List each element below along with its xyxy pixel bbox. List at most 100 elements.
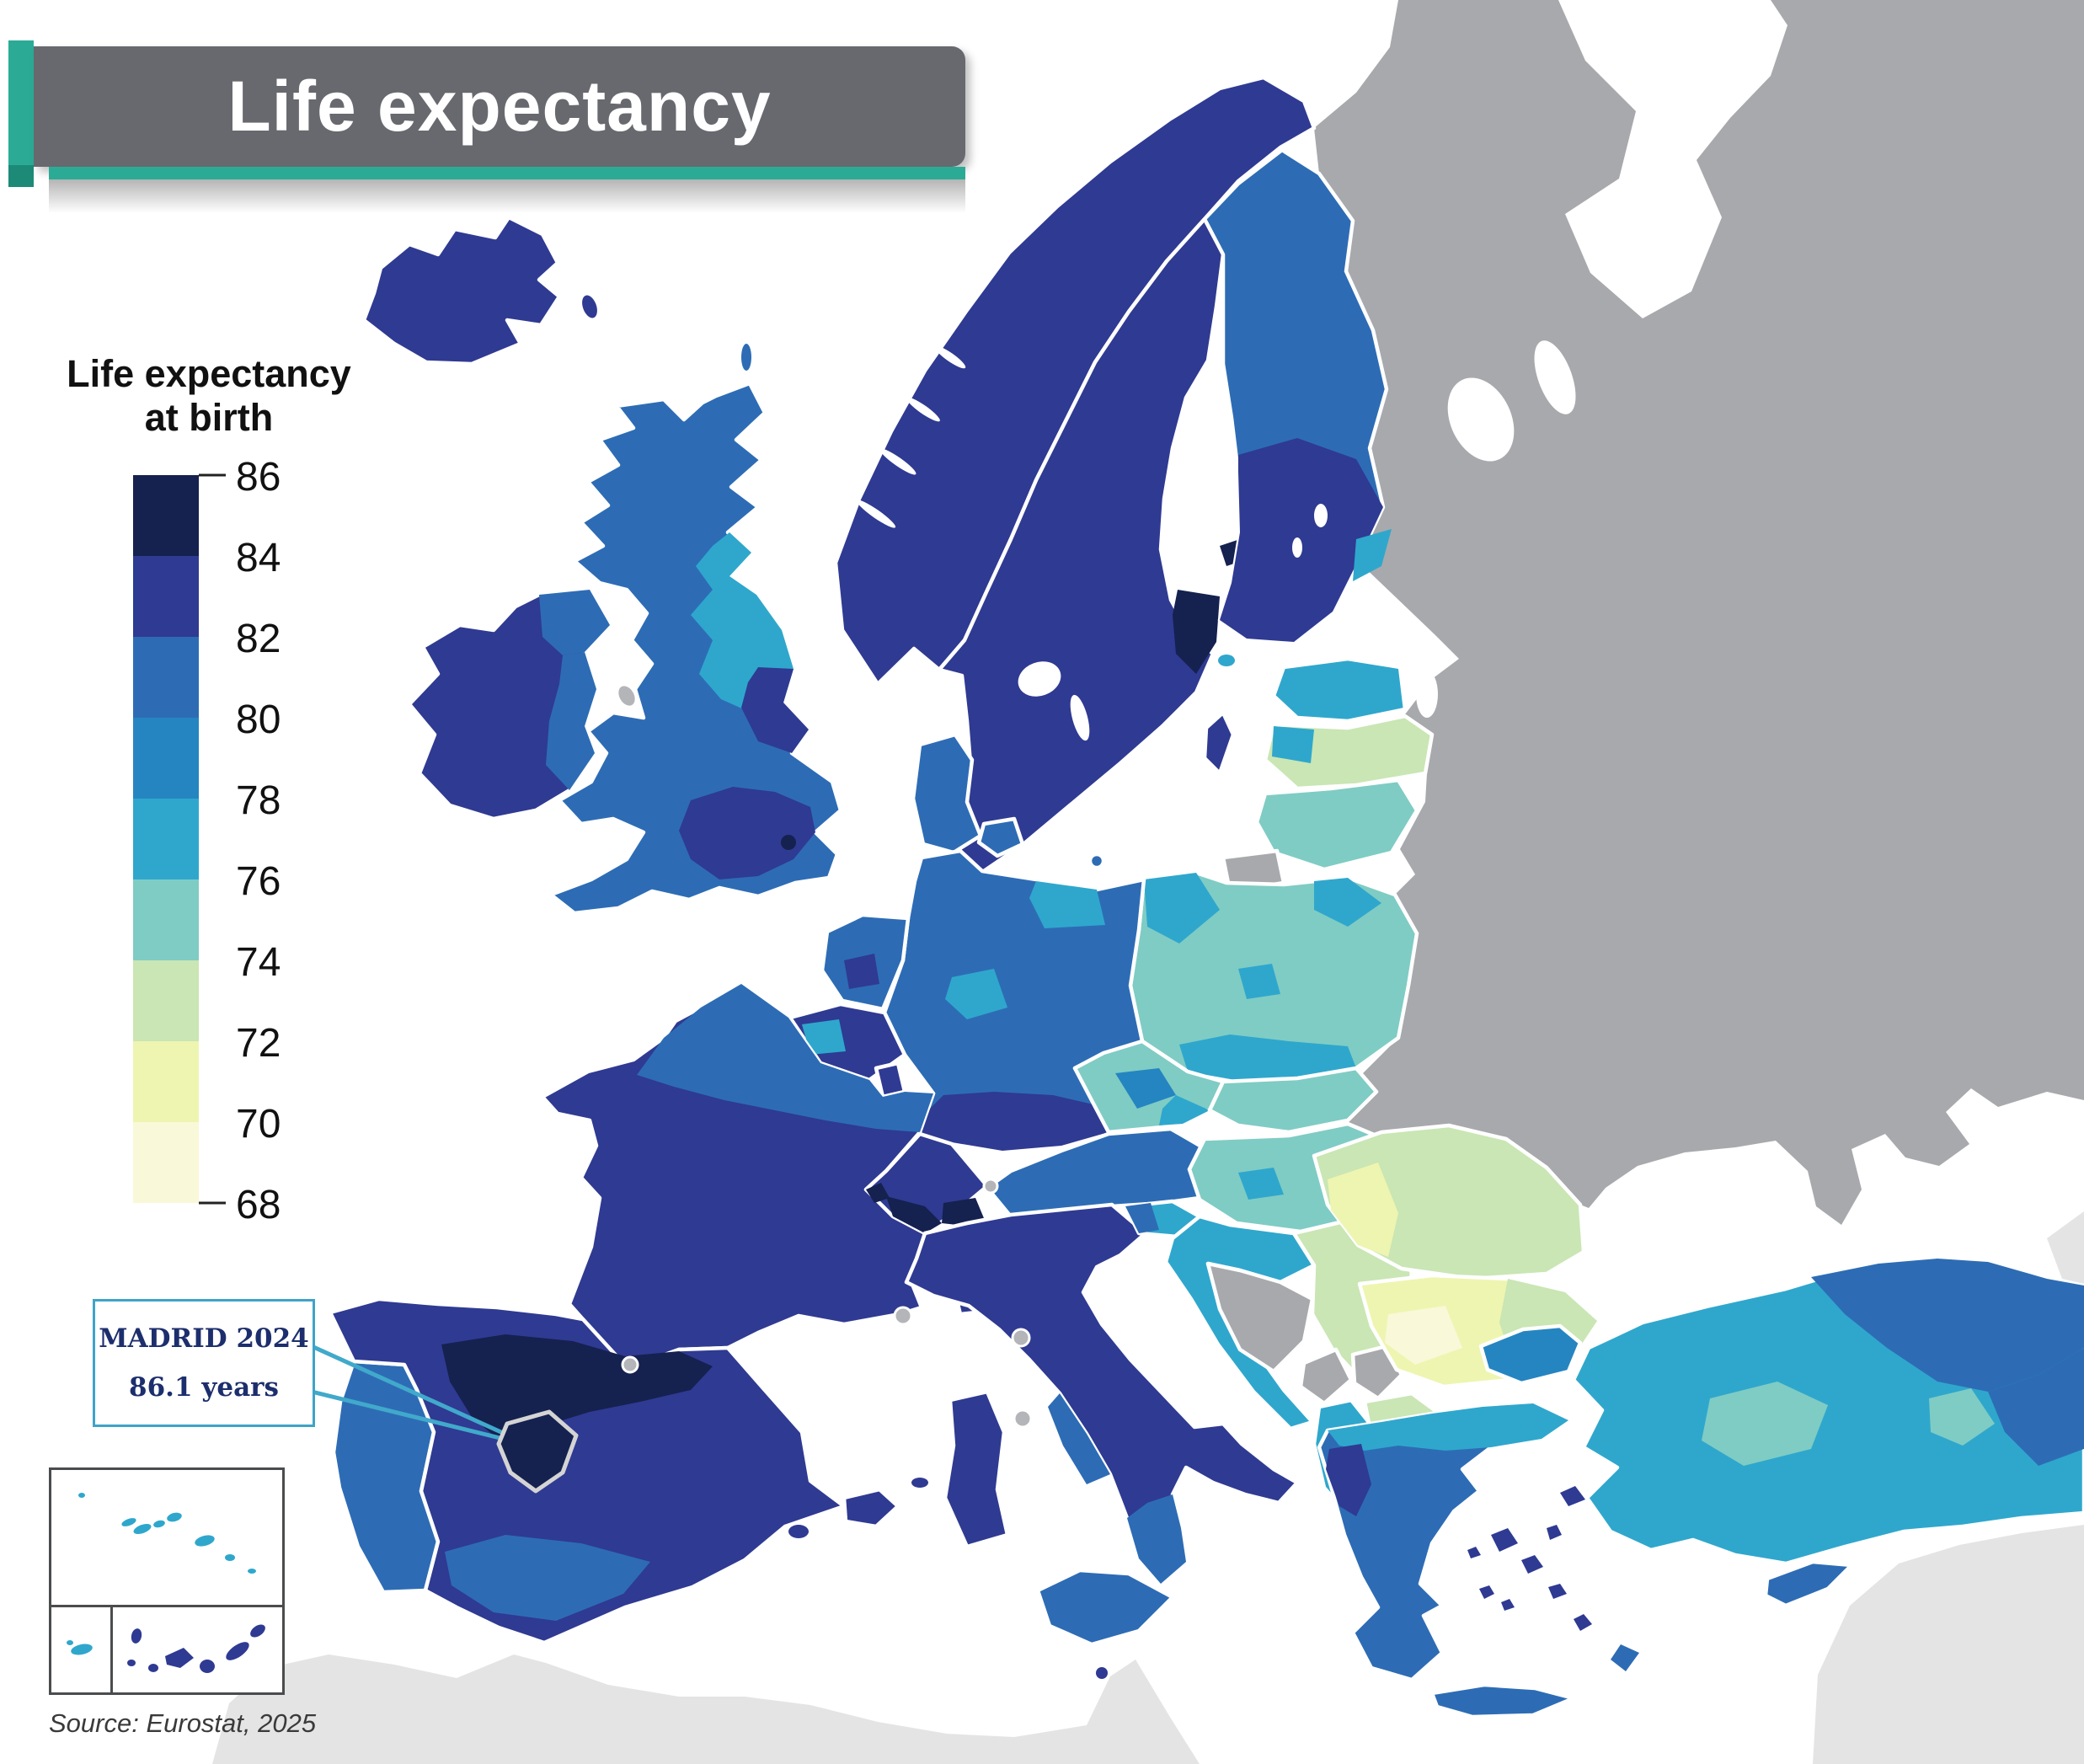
- region-bosnia: [1205, 1261, 1315, 1374]
- legend-title-line1: Life expectancy: [67, 352, 351, 395]
- legend-tick-78: 78: [236, 778, 281, 823]
- region-geneva: [866, 1183, 890, 1203]
- region-poland-center: [1238, 964, 1280, 999]
- region-bornholm: [1087, 852, 1106, 870]
- region-north-france: [637, 984, 933, 1132]
- region-turkey-thrace: [1478, 1323, 1583, 1386]
- legend-band-68-70: [133, 1121, 199, 1203]
- legend-band-76-78: [133, 798, 199, 879]
- region-castile-navy: [441, 1334, 713, 1446]
- region-yorkshire: [741, 667, 809, 753]
- region-lithuania: [1254, 778, 1419, 872]
- region-anatolia-east: [1929, 1388, 1995, 1446]
- region-turkey-ne: [1811, 1259, 2084, 1392]
- legend-tick-76: 76: [236, 859, 281, 904]
- source-note: Source: Eurostat, 2025: [49, 1708, 317, 1738]
- region-san-marino: [1011, 1328, 1031, 1348]
- region-mallorca: [842, 1487, 900, 1529]
- fjord: [906, 397, 940, 422]
- region-montenegro: [1298, 1347, 1354, 1406]
- region-south-england: [679, 787, 815, 879]
- region-finland-se: [1353, 529, 1392, 581]
- legend: Life expectancy at birth 86 84 82 80 78 …: [24, 352, 394, 1264]
- region-italy: [904, 1202, 1300, 1586]
- region-slovakia: [1207, 1066, 1379, 1135]
- region-mecklenburg: [1029, 881, 1105, 928]
- legend-band-82-84: [133, 555, 199, 637]
- callout-value: 86.1 years: [129, 1372, 279, 1403]
- legend-band-78-80: [133, 717, 199, 799]
- region-malta: [1096, 1667, 1108, 1679]
- region-faroe: [582, 295, 597, 318]
- lake-vattern: [1070, 694, 1090, 741]
- legend-tick-68: 68: [236, 1183, 281, 1227]
- region-estonia: [1271, 656, 1408, 724]
- region-valais: [886, 1196, 942, 1233]
- region-sardinia: [943, 1389, 1010, 1549]
- fjord: [879, 448, 916, 475]
- title-banner: Life expectancy: [34, 46, 965, 167]
- region-budapest: [1238, 1168, 1284, 1200]
- banner-underline: [49, 167, 965, 179]
- region-cyprus: [1763, 1559, 1854, 1608]
- region-vatican: [1013, 1409, 1033, 1429]
- callout-title: MADRID 2024: [99, 1323, 309, 1354]
- inset-madeira: [49, 1607, 113, 1695]
- region-caucasus: [2047, 1211, 2084, 1284]
- inset-canary: [113, 1607, 285, 1695]
- white-sea: [1558, 0, 1787, 318]
- region-andorra: [621, 1355, 639, 1374]
- lake-paijanne: [1292, 537, 1302, 558]
- region-north-england: [691, 532, 794, 713]
- region-northern-ireland: [539, 590, 610, 655]
- lake-ladoga: [1447, 377, 1515, 462]
- region-madrid: [496, 1409, 579, 1494]
- region-poland-south: [1179, 1034, 1356, 1080]
- region-iceland: [361, 215, 562, 366]
- canary-islands: [127, 1624, 265, 1673]
- legend-band-72-74: [133, 960, 199, 1041]
- legend-tick-70: 70: [236, 1102, 281, 1147]
- region-shetland: [741, 344, 751, 371]
- legend-tick-86: 86: [236, 455, 281, 500]
- banner-shadow: [49, 179, 965, 213]
- region-rhodes: [1611, 1644, 1639, 1671]
- region-crete: [1429, 1682, 1576, 1719]
- region-isle-of-man: [616, 683, 638, 708]
- region-randstad: [844, 954, 879, 989]
- region-ibiza: [788, 1525, 809, 1538]
- page-title: Life expectancy: [227, 67, 772, 146]
- legend-band-84-86: [133, 474, 199, 556]
- fjord: [856, 500, 896, 528]
- callout-leader-top: [310, 1344, 532, 1448]
- region-east-block: [1314, 0, 2084, 1225]
- region-poland-ne: [1314, 878, 1381, 927]
- region-sweden: [937, 216, 1226, 875]
- region-monaco: [893, 1306, 913, 1326]
- region-banat: [1328, 1163, 1398, 1257]
- banner-accent-tab: [8, 40, 34, 187]
- region-latvia-west: [1272, 726, 1314, 763]
- region-greece-north: [1328, 1403, 1568, 1451]
- region-moravia: [1159, 1095, 1210, 1125]
- lake-onega: [1534, 340, 1576, 414]
- region-gotland: [1202, 710, 1236, 776]
- legend-tick-82: 82: [236, 617, 281, 661]
- region-calabria: [1127, 1494, 1186, 1584]
- region-menorca: [911, 1478, 928, 1488]
- azores-islands: [78, 1493, 256, 1574]
- legend-band-70-72: [133, 1040, 199, 1122]
- lake-saimaa: [1314, 504, 1328, 527]
- region-sicily: [1035, 1568, 1175, 1647]
- legend-band-80-82: [133, 636, 199, 718]
- region-campania: [1048, 1393, 1110, 1484]
- region-zealand: [976, 816, 1025, 858]
- region-slovenia-west: [1125, 1203, 1159, 1233]
- region-stockholm: [1173, 590, 1220, 674]
- legend-tick-72: 72: [236, 1021, 281, 1066]
- callout-leader-bottom: [311, 1389, 532, 1448]
- inset-azores: [49, 1467, 285, 1607]
- region-bulgaria-center: [1385, 1306, 1462, 1365]
- region-anatolia-west: [1702, 1382, 1828, 1466]
